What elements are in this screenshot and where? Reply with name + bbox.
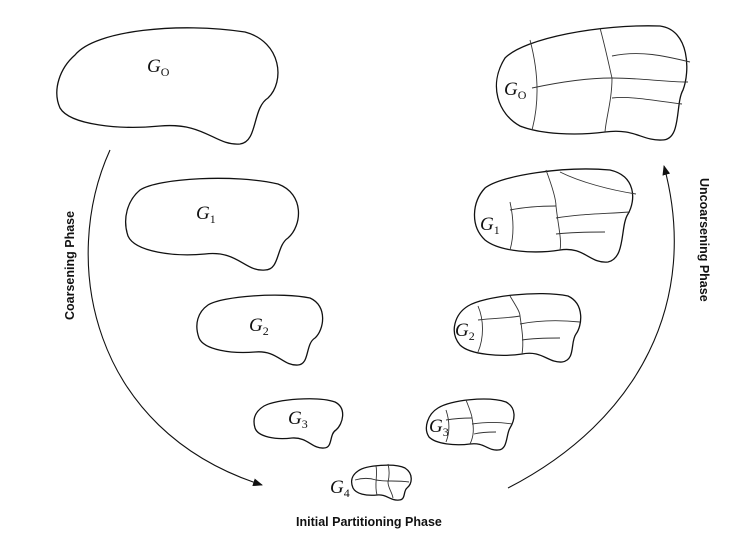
uncoarsening-phase-label: Uncoarsening Phase [697, 178, 711, 302]
graph-g3-left: G3 [253, 398, 344, 449]
initial-partitioning-phase-label: Initial Partitioning Phase [296, 515, 442, 529]
graph-g3-right: G3 [425, 398, 515, 451]
g3-right-label: G3 [429, 416, 449, 439]
graph-g0-right: GO [495, 25, 691, 141]
uncoarsening-arrow [507, 165, 675, 489]
coarsening-arrow [87, 149, 263, 487]
graph-g4: G4 [330, 463, 412, 501]
graph-g2-left: G2 [196, 294, 324, 366]
g2-left-label: G2 [249, 315, 269, 338]
g1-left-label: G1 [196, 203, 216, 226]
graph-g1-right: G1 [473, 168, 637, 263]
graph-g1-left: G1 [125, 177, 300, 271]
coarsening-phase-label: Coarsening Phase [63, 211, 77, 320]
g3-left-label: G3 [288, 408, 308, 431]
g0-left-label: GO [147, 56, 170, 79]
g2-right-label: G2 [455, 320, 475, 343]
g4-label: G4 [330, 477, 350, 500]
g1-right-label: G1 [480, 214, 500, 237]
graph-g2-right: G2 [453, 292, 582, 363]
graph-g0-left: GO [56, 27, 279, 145]
g0-right-label: GO [504, 79, 527, 102]
